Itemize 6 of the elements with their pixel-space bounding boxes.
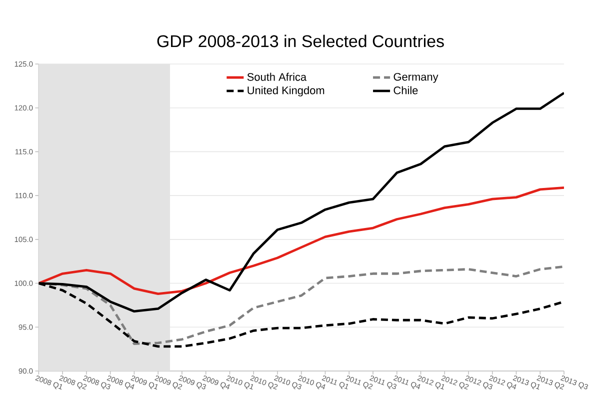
legend-label: Germany xyxy=(394,72,438,83)
legend-label: Chile xyxy=(394,86,418,94)
line-series xyxy=(38,186,564,296)
legend-label: South Africa xyxy=(247,72,307,81)
chart-title: GDP 2008-2013 in Selected Countries xyxy=(157,34,444,48)
legend-label: United Kingdom xyxy=(248,86,324,96)
